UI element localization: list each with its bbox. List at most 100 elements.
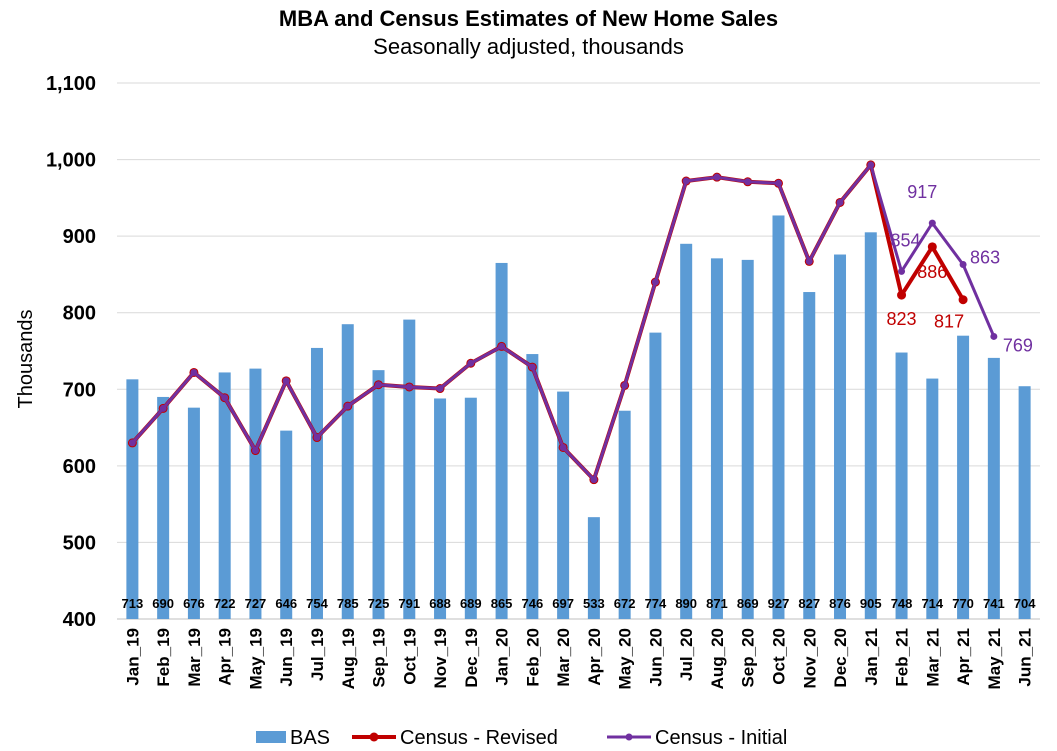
- bar-value-label: 722: [214, 596, 236, 611]
- bar-value-label: 725: [368, 596, 390, 611]
- series-point: [897, 290, 907, 300]
- bar: [526, 354, 539, 619]
- bar-value-label: 876: [829, 596, 851, 611]
- series-point: [990, 332, 998, 340]
- series-point: [928, 219, 936, 227]
- bar: [587, 517, 600, 619]
- bar: [249, 368, 262, 619]
- x-tick-label: Jan_20: [493, 628, 512, 686]
- series-point: [436, 385, 444, 393]
- chart-title: MBA and Census Estimates of New Home Sal…: [278, 6, 779, 31]
- bar-value-label: 646: [275, 596, 297, 611]
- bar-value-label: 890: [675, 596, 697, 611]
- bar: [464, 397, 477, 619]
- bar: [649, 332, 662, 619]
- bar: [434, 398, 447, 619]
- x-tick-label: Jun_19: [277, 628, 296, 687]
- x-tick-label: Jul_19: [308, 628, 327, 681]
- bar-value-label: 676: [183, 596, 205, 611]
- series-point: [221, 394, 229, 402]
- bar: [895, 352, 908, 619]
- x-tick-label: May_21: [985, 628, 1004, 689]
- x-tick-label: Aug_19: [339, 628, 358, 689]
- series-point: [651, 278, 659, 286]
- x-tick-label: Jul_20: [677, 628, 696, 681]
- chart-subtitle: Seasonally adjusted, thousands: [373, 34, 684, 59]
- bar: [618, 410, 631, 619]
- x-tick-label: Nov_20: [800, 628, 819, 688]
- bar-value-label: 714: [921, 596, 943, 611]
- bar: [1018, 386, 1031, 619]
- legend-label: Census - Initial: [655, 727, 787, 749]
- bar-value-label: 871: [706, 596, 728, 611]
- x-tick-label: Apr_21: [954, 628, 973, 686]
- bar-value-label: 827: [798, 596, 820, 611]
- series-point: [959, 260, 967, 268]
- y-axis-title: Thousands: [15, 310, 37, 409]
- x-tick-label: Feb_20: [523, 628, 542, 687]
- bar: [834, 254, 847, 619]
- bar: [280, 430, 293, 619]
- data-label: 823: [887, 309, 917, 329]
- x-tick-label: Mar_21: [923, 628, 942, 687]
- bar-value-label: 689: [460, 596, 482, 611]
- bar: [187, 407, 200, 619]
- bar: [710, 258, 723, 619]
- legend-swatch-bar: [256, 731, 286, 743]
- x-tick-label: Nov_19: [431, 628, 450, 688]
- bar-value-label: 727: [245, 596, 267, 611]
- bar-value-label: 672: [614, 596, 636, 611]
- x-tick-label: Jun_20: [646, 628, 665, 687]
- bar: [495, 262, 508, 619]
- bar-value-label: 865: [491, 596, 513, 611]
- series-point: [713, 173, 721, 181]
- y-tick-label: 800: [63, 303, 96, 325]
- bar-value-label: 770: [952, 596, 974, 611]
- bar: [987, 357, 1000, 619]
- series-point: [528, 363, 536, 371]
- x-tick-label: Jun_21: [1016, 628, 1035, 687]
- series-point: [805, 257, 813, 265]
- bar: [926, 378, 939, 619]
- y-tick-label: 700: [63, 379, 96, 401]
- bar-value-label: 754: [306, 596, 328, 611]
- bar: [864, 232, 877, 620]
- bar: [310, 347, 323, 619]
- series-point: [190, 368, 198, 376]
- x-tick-label: Feb_19: [154, 628, 173, 687]
- legend-swatch-marker: [369, 732, 379, 742]
- bar: [218, 372, 231, 619]
- bar-value-label: 713: [122, 596, 144, 611]
- series-point: [467, 359, 475, 367]
- x-tick-label: May_20: [616, 628, 635, 689]
- bar-value-label: 533: [583, 596, 605, 611]
- bar: [372, 370, 385, 619]
- bar: [741, 259, 754, 619]
- x-tick-label: Oct_19: [400, 628, 419, 685]
- bar: [126, 379, 139, 619]
- x-tick-label: Feb_21: [893, 628, 912, 687]
- bar-value-label: 746: [521, 596, 543, 611]
- series-point: [867, 161, 875, 169]
- x-tick-label: Sep_19: [370, 628, 389, 688]
- series-point: [375, 381, 383, 389]
- bar-value-label: 927: [768, 596, 790, 611]
- bar: [957, 335, 970, 619]
- series-point: [128, 439, 136, 447]
- bar-value-label: 774: [645, 596, 667, 611]
- bar: [403, 319, 416, 619]
- bar-value-label: 905: [860, 596, 882, 611]
- bar-value-label: 697: [552, 596, 574, 611]
- data-label: 854: [891, 230, 921, 250]
- series-point: [251, 447, 259, 455]
- bar-value-label: 688: [429, 596, 451, 611]
- data-label: 817: [934, 312, 964, 332]
- data-label: 886: [917, 262, 947, 282]
- series-point: [159, 404, 167, 412]
- x-tick-label: Mar_20: [554, 628, 573, 687]
- series-point: [559, 443, 567, 451]
- data-label: 863: [970, 247, 1000, 267]
- bar-value-label: 690: [152, 596, 174, 611]
